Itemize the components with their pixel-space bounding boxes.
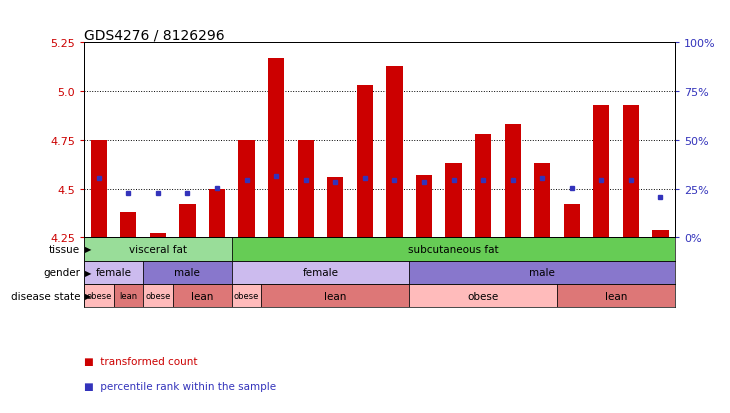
Bar [653,230,669,238]
Text: visceral fat: visceral fat [129,244,187,254]
Bar [409,285,557,308]
Text: obese: obese [145,292,171,301]
Text: female: female [96,268,131,278]
Bar [231,285,261,308]
Bar [623,106,639,238]
Text: obese: obese [234,292,259,301]
Text: ▶: ▶ [85,268,91,277]
Bar [261,285,409,308]
Bar [84,238,231,261]
Text: lean: lean [119,292,137,301]
Text: obese: obese [467,291,499,301]
Bar [150,234,166,238]
Bar [143,285,172,308]
Bar [504,125,520,238]
Bar [209,189,225,238]
Text: lean: lean [605,291,627,301]
Text: tissue: tissue [49,244,80,254]
Text: ■  percentile rank within the sample: ■ percentile rank within the sample [84,381,276,391]
Bar [416,176,432,238]
Bar [143,261,231,285]
Bar [231,238,675,261]
Bar [534,164,550,238]
Text: ▶: ▶ [85,292,91,301]
Bar [180,205,196,238]
Text: lean: lean [324,291,347,301]
Bar [120,212,137,238]
Bar [386,66,402,238]
Text: gender: gender [43,268,80,278]
Text: obese: obese [86,292,112,301]
Text: disease state: disease state [11,291,80,301]
Bar [172,285,231,308]
Bar [445,164,461,238]
Bar [564,205,580,238]
Bar [298,140,314,238]
Text: male: male [174,268,200,278]
Text: female: female [302,268,339,278]
Bar [409,261,675,285]
Bar [84,285,114,308]
Text: GDS4276 / 8126296: GDS4276 / 8126296 [84,28,225,42]
Text: ■  transformed count: ■ transformed count [84,356,197,366]
Bar [327,178,343,238]
Bar [593,106,610,238]
Bar [357,86,373,238]
Text: ▶: ▶ [85,245,91,254]
Bar [239,140,255,238]
Text: lean: lean [191,291,213,301]
Bar [268,59,284,238]
Bar [91,140,107,238]
Bar [84,261,143,285]
Bar [557,285,675,308]
Bar [475,135,491,238]
Text: subcutaneous fat: subcutaneous fat [408,244,499,254]
Bar [231,261,409,285]
Bar [114,285,143,308]
Text: male: male [529,268,555,278]
